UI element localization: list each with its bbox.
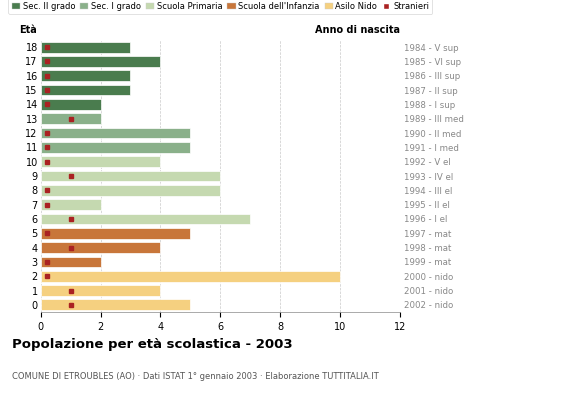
Bar: [41, 42, 130, 52]
Bar: [41, 214, 251, 224]
Bar: [41, 142, 190, 153]
Bar: [41, 185, 220, 196]
Text: Popolazione per età scolastica - 2003: Popolazione per età scolastica - 2003: [12, 338, 292, 351]
Bar: [41, 56, 161, 67]
Bar: [41, 171, 220, 181]
Bar: [41, 199, 100, 210]
Bar: [41, 156, 161, 167]
Text: Età: Età: [19, 24, 37, 34]
Text: Anno di nascita: Anno di nascita: [315, 24, 400, 34]
Bar: [41, 70, 130, 81]
Bar: [41, 228, 190, 239]
Bar: [41, 128, 190, 138]
Bar: [41, 271, 340, 282]
Legend: Sec. II grado, Sec. I grado, Scuola Primaria, Scuola dell'Infanzia, Asilo Nido, : Sec. II grado, Sec. I grado, Scuola Prim…: [8, 0, 433, 14]
Bar: [41, 242, 161, 253]
Bar: [41, 256, 100, 267]
Bar: [41, 300, 190, 310]
Bar: [41, 85, 130, 96]
Text: COMUNE DI ETROUBLES (AO) · Dati ISTAT 1° gennaio 2003 · Elaborazione TUTTITALIA.: COMUNE DI ETROUBLES (AO) · Dati ISTAT 1°…: [12, 372, 378, 381]
Bar: [41, 99, 100, 110]
Bar: [41, 113, 100, 124]
Bar: [41, 285, 161, 296]
